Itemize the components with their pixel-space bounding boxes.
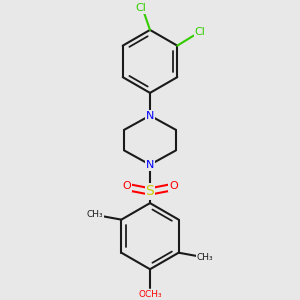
Text: Cl: Cl <box>135 3 146 13</box>
Text: Cl: Cl <box>194 27 206 38</box>
Text: CH₃: CH₃ <box>196 253 213 262</box>
Text: CH₃: CH₃ <box>87 210 104 219</box>
Text: S: S <box>146 184 154 199</box>
Text: N: N <box>146 111 154 121</box>
Text: OCH₃: OCH₃ <box>138 290 162 299</box>
Text: O: O <box>122 182 131 191</box>
Text: N: N <box>146 160 154 170</box>
Text: O: O <box>169 182 178 191</box>
